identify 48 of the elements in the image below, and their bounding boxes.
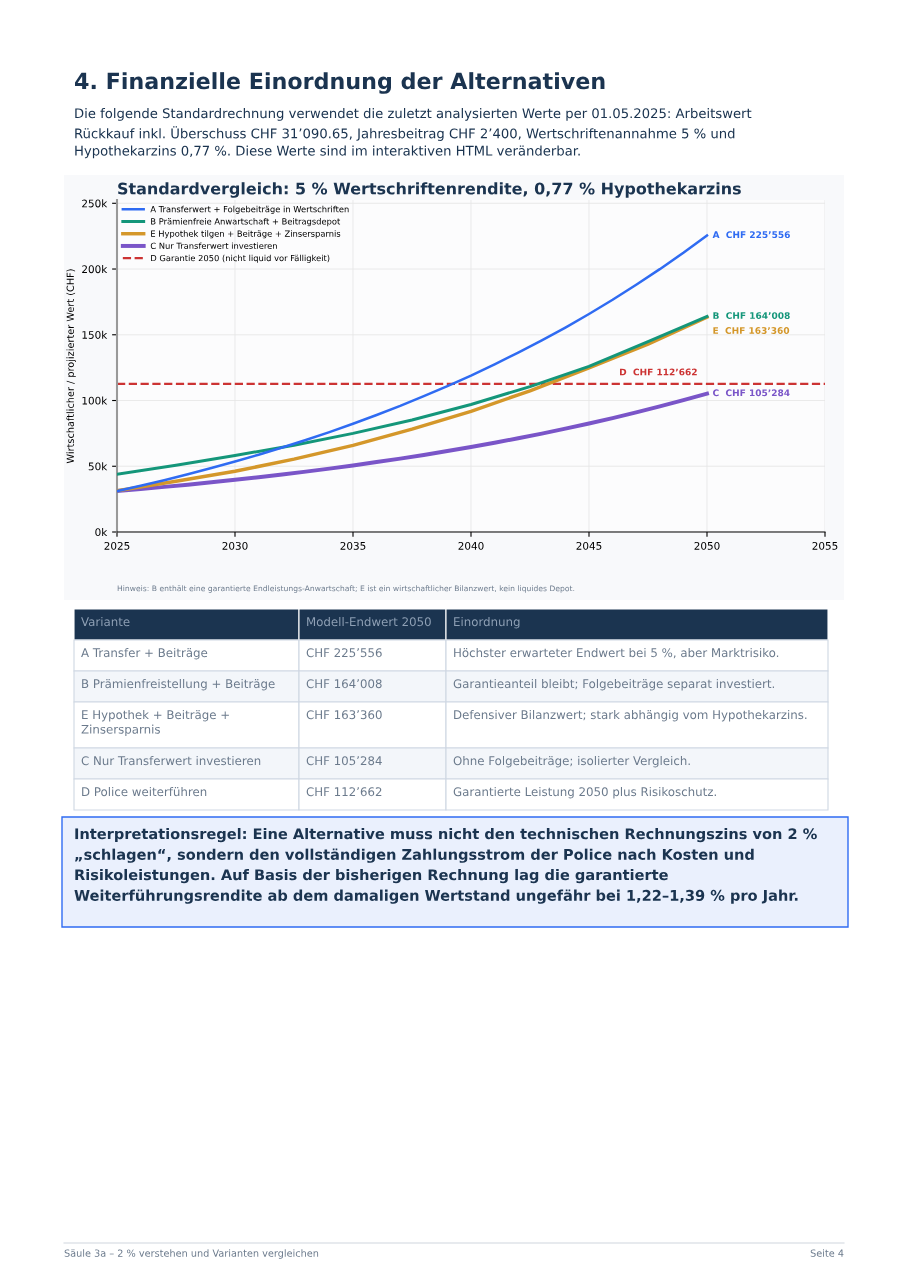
text: Die folgende Standardrechnung verwendet die zuletzt analysierten Werte per 01.05.2025: Arbeitswert Rückkauf inkl. Überschuss CHF 31’090.65, Jahresbeitrag CHF 2’400, Wertschriftenannahme 5 % und Hypothekarzins 0,77 %. Diese Werte sind im interaktiven HTML veränderbar. [75,108,752,159]
y-tick-label: 100k [82,396,108,405]
legend-label: B Prämienfreie Anwartschaft + Beitragsdepot [151,218,341,227]
text: Seite 4 [810,1249,844,1257]
x-tick-label: 2045 [576,541,602,550]
legend-label: A Transferwert + Folgebeiträge in Wertschriften [150,205,349,214]
y-tick-label: 200k [82,265,108,274]
x-tick-label: 2025 [104,541,130,550]
x-tick-label: 2030 [222,541,248,550]
y-tick-label: 150k [82,330,108,339]
data-label: A CHF 225’556 [712,231,790,239]
text: Höchster erwarteter Endwert bei 5 %, aber Marktrisiko. [454,648,779,659]
text: CHF 163’360 [306,710,382,720]
text: Defensiver Bilanzwert; stark abhängig vom Hypothekarzins. [454,710,807,722]
data-label: E CHF 163’360 [713,327,790,334]
text: Garantierte Leistung 2050 plus Risikoschutz. [453,787,716,799]
legend-label: D Garantie 2050 (nicht liquid vor Fälligkeit) [151,254,330,263]
text: CHF 105’284 [306,756,382,766]
text: B Prämienfreistellung + Beiträge [82,679,275,691]
y-axis-title: Wirtschaftlicher / projizierter Wert (CHF) [66,269,76,464]
y-tick-label: 50k [88,462,108,471]
annotation: D CHF 112’662 [620,368,697,376]
legend-label: E Hypothek tilgen + Beiträge + Zinsersparnis [151,230,341,239]
y-tick-label: 0k [95,528,108,537]
data-label: B CHF 164’008 [713,312,790,319]
category-label: Modell-Endwert 2050 [307,617,431,627]
chart-title: Standardvergleich: 5 % Wertschriftenrendite, 0,77 % Hypothekarzins [118,182,741,198]
text: CHF 164’008 [306,679,382,689]
text: D Police weiterführen [82,787,207,797]
text: Interpretationsregel: Eine Alternative muss nicht den technischen Rechnungszins von 2 % „schlagen“, sondern den vollständigen Zahlungsstrom der Police nach Kosten und Risikoleistungen. Auf Basis der bisherigen Rechnung lag die garantierte Weiterführungsrendite ab dem damaligen Wertstand ungefähr bei 1,22–1,39 % pro Jahr. [74,828,817,904]
legend-label: C Nur Transferwert investieren [150,242,277,249]
x-tick-label: 2050 [694,541,720,550]
x-tick-label: 2040 [458,541,484,550]
text: E Hypothek + Beiträge + Zinsersparnis [81,710,229,736]
x-tick-label: 2055 [812,541,838,550]
text: A Transfer + Beiträge [81,648,208,660]
y-tick-label: 250k [82,199,108,208]
text: CHF 112’662 [306,787,382,797]
text: Ohne Folgebeiträge; isolierter Vergleich. [453,756,690,768]
category-label: Einordnung [454,617,520,629]
x-tick-label: 2035 [340,541,366,550]
data-label: C CHF 105’284 [713,389,790,397]
text: CHF 225’556 [306,648,382,658]
category-label: Variante [81,617,130,627]
text: 4. Finanzielle Einordnung der Alternativen [75,72,605,94]
text: C Nur Transferwert investieren [81,756,261,766]
text: Säule 3a – 2 % verstehen und Varianten vergleichen [64,1249,319,1259]
text: Garantieanteil bleibt; Folgebeiträge separat investiert. [453,679,775,691]
